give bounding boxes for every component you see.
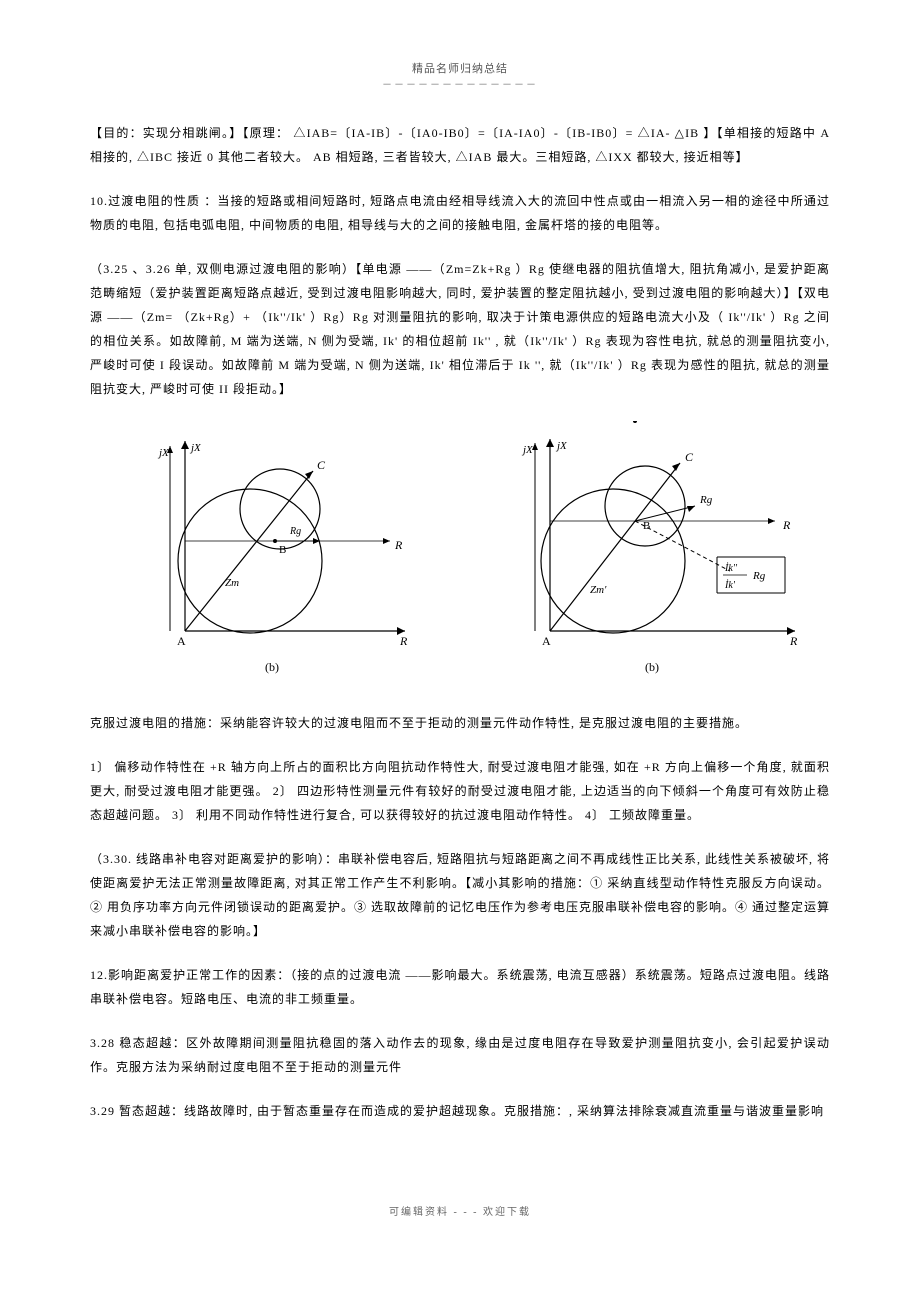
paragraph-1: 【目的：实现分相跳闸。】【原理： △IAB=〔IA-IB〕-〔IA0-IB0〕=… bbox=[90, 121, 830, 169]
fig-left-Zm: Zm bbox=[225, 577, 239, 589]
fig-left-B: B bbox=[279, 544, 286, 556]
fig-right-Zm: Zm' bbox=[590, 584, 607, 596]
paragraph-8: 3.28 稳态超越：区外故障期间测量阻抗稳固的落入动作去的现象, 缘由是过度电阻… bbox=[90, 1031, 830, 1079]
figure-right: jX jX R R A C B Rg bbox=[495, 421, 795, 681]
fig-right-frac-den: İk' bbox=[724, 579, 736, 591]
fig-right-jx2: jX bbox=[555, 440, 568, 452]
fig-left-R2: R bbox=[399, 634, 408, 648]
document-page: 精品名师归纳总结 －－－－－－－－－－－－－ 【目的：实现分相跳闸。】【原理： … bbox=[0, 0, 920, 1258]
fig-right-frac-Rg: Rg bbox=[752, 570, 766, 582]
paragraph-5: 1〕 偏移动作特性在 +R 轴方向上所占的面积比方向阻抗动作特性大, 耐受过渡电… bbox=[90, 755, 830, 827]
paragraph-9: 3.29 暂态超越：线路故障时, 由于暂态重量存在而造成的爱护超越现象。克服措施… bbox=[90, 1099, 830, 1123]
fig-left-jx2: jX bbox=[189, 442, 202, 454]
paragraph-2: 10.过渡电阻的性质 ：当接的短路或相间短路时, 短路点电流由经相导线流入大的流… bbox=[90, 189, 830, 237]
figure-row: jX jX R R A C B Rg bbox=[90, 421, 830, 681]
paragraph-4: 克服过渡电阻的措施：采纳能容许较大的过渡电阻而不至于拒动的测量元件动作特性, 是… bbox=[90, 711, 830, 735]
fig-right-A: A bbox=[542, 634, 551, 648]
paragraph-7: 12.影响距离爱护正常工作的因素：（接的点的过渡电流 ――影响最大。系统震荡, … bbox=[90, 963, 830, 1011]
figure-left: jX jX R R A C B Rg bbox=[125, 421, 425, 681]
fig-right-R: R bbox=[782, 518, 791, 532]
paragraph-6: （3.30. 线路串补电容对距离爱护的影响）：串联补偿电容后, 短路阻抗与短路距… bbox=[90, 847, 830, 943]
fig-left-jx1: jX bbox=[157, 447, 170, 459]
fig-right-frac-num: İk'' bbox=[724, 562, 738, 574]
page-header-underline: －－－－－－－－－－－－－ bbox=[90, 76, 830, 91]
page-header-title: 精品名师归纳总结 bbox=[90, 60, 830, 76]
fig-right-jx1: jX bbox=[521, 444, 534, 456]
fig-right-caption: (b) bbox=[645, 660, 659, 674]
fig-right-Rg: Rg bbox=[699, 494, 713, 506]
fig-right-R2: R bbox=[789, 634, 798, 648]
fig-right-C: C bbox=[685, 450, 694, 464]
paragraph-3: （3.25 、3.26 单, 双侧电源过渡电阻的影响）【单电源 ――（Zm=Zk… bbox=[90, 257, 830, 401]
fig-left-caption: (b) bbox=[265, 660, 279, 674]
fig-left-Rg: Rg bbox=[289, 526, 301, 537]
fig-left-C: C bbox=[317, 458, 326, 472]
page-footer: 可编辑资料 - - - 欢迎下载 bbox=[90, 1203, 830, 1218]
fig-left-R: R bbox=[394, 538, 403, 552]
fig-left-A: A bbox=[177, 634, 186, 648]
